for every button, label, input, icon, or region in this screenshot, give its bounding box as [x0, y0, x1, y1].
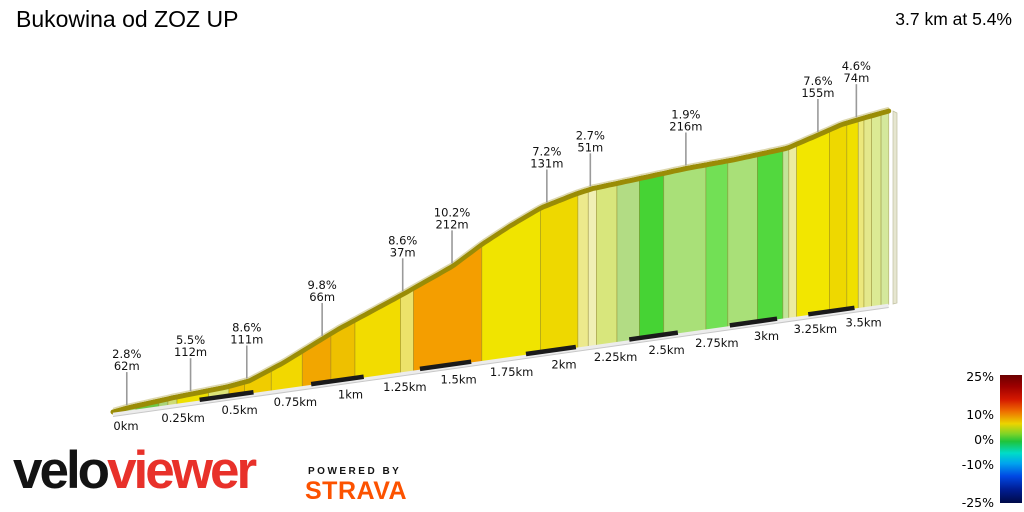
distance-dash — [419, 359, 472, 372]
gradient-segment — [413, 243, 483, 372]
annotation-gradient: 7.2% — [532, 144, 561, 158]
x-tick-label: 2.75km — [695, 336, 738, 350]
profile-end-face — [892, 110, 898, 305]
legend-tick-neg25: -25% — [961, 495, 994, 510]
base-edge — [112, 307, 889, 417]
gradient-segment — [796, 129, 830, 318]
gradient-segment — [540, 192, 579, 354]
distance-dash — [729, 316, 778, 328]
gradient-segment — [616, 178, 640, 344]
gradient-segment — [846, 119, 859, 311]
distance-dash — [525, 344, 577, 357]
x-tick-label: 1km — [338, 387, 363, 401]
annotation-length: 155m — [801, 86, 834, 100]
gradient-segment — [782, 146, 790, 320]
annotation-length: 111m — [230, 333, 263, 347]
gradient-annotation: 8.6%37m — [388, 233, 417, 292]
gradient-annotation: 1.9%216m — [669, 108, 702, 166]
x-tick-label: 2.25km — [594, 350, 637, 364]
climb-summary: 3.7 km at 5.4% — [895, 9, 1012, 29]
annotation-length: 37m — [390, 245, 416, 259]
annotation-gradient: 4.6% — [842, 59, 871, 73]
annotation-gradient: 9.8% — [308, 278, 337, 292]
gradient-segment — [481, 207, 541, 363]
annotation-gradient: 5.5% — [176, 333, 205, 347]
gradient-annotation: 2.8%62m — [112, 347, 141, 406]
gradient-annotation: 10.2%212m — [434, 205, 471, 264]
gradient-segment — [596, 182, 618, 347]
annotation-length: 74m — [843, 71, 869, 85]
x-tick-label: 3km — [754, 329, 779, 343]
gradient-annotation: 9.8%66m — [308, 278, 337, 336]
annotation-length: 212m — [435, 217, 468, 231]
x-tick-label: 3.25km — [794, 322, 837, 336]
x-tick-label: 1.25km — [383, 380, 426, 394]
veloviewer-logo[interactable]: veloviewer — [13, 441, 257, 500]
gradient-annotation: 7.2%131m — [530, 144, 563, 203]
x-tick-label: 2.5km — [649, 343, 685, 357]
gradient-segment — [788, 143, 797, 320]
powered-by-label: POWERED BY — [308, 466, 402, 477]
legend-tick-0: 0% — [974, 432, 994, 447]
base-line — [112, 303, 889, 417]
gradient-segment — [829, 122, 848, 314]
annotation-length: 51m — [577, 140, 603, 154]
gradient-annotation: 5.5%112m — [174, 333, 207, 392]
legend-tick-10: 10% — [966, 407, 994, 422]
annotation-length: 66m — [309, 290, 335, 304]
annotation-gradient: 8.6% — [232, 321, 261, 335]
gradient-segment — [880, 110, 890, 307]
annotation-gradient: 2.8% — [112, 347, 141, 361]
annotation-gradient: 10.2% — [434, 205, 471, 219]
road-top-highlight — [112, 106, 889, 410]
annotation-length: 131m — [530, 156, 563, 170]
x-tick-label: 0.75km — [274, 395, 317, 409]
legend-tick-25: 25% — [966, 369, 994, 384]
x-tick-label: 0.25km — [161, 411, 204, 425]
gradient-segment — [705, 160, 729, 331]
veloviewer-logo-velo: velo — [13, 441, 110, 500]
gradient-segment — [757, 148, 784, 324]
x-tick-label: 1.75km — [490, 365, 533, 379]
gradient-annotation: 4.6%74m — [842, 59, 871, 118]
gradient-segment — [871, 112, 882, 308]
distance-dash — [807, 305, 855, 317]
annotation-length: 112m — [174, 345, 207, 359]
annotation-length: 62m — [114, 359, 140, 373]
gradient-segment — [587, 187, 597, 348]
annotation-gradient: 1.9% — [671, 108, 700, 122]
annotation-gradient: 7.6% — [803, 74, 832, 88]
strava-logo[interactable]: STRAVA — [305, 477, 408, 505]
annotation-gradient: 8.6% — [388, 233, 417, 247]
x-tick-label: 1.5km — [441, 372, 477, 386]
gradient-annotation: 7.6%155m — [801, 74, 834, 132]
distance-dash — [310, 374, 365, 387]
gradient-segment — [663, 164, 707, 337]
x-tick-label: 0.5km — [222, 403, 258, 417]
gradient-annotation: 8.6%111m — [230, 321, 263, 379]
legend-tick-neg10: -10% — [961, 457, 994, 472]
road-top-edge — [110, 108, 892, 415]
gradient-segment — [863, 115, 872, 309]
gradient-segment — [577, 189, 589, 349]
x-tick-label: 0km — [113, 419, 138, 433]
x-tick-label: 3.5km — [846, 315, 882, 329]
gradient-legend-colorbar — [1000, 375, 1022, 503]
distance-dash — [628, 330, 679, 342]
gradient-segment — [400, 287, 414, 374]
veloviewer-logo-viewer: viewer — [107, 441, 257, 500]
gradient-annotation: 2.7%51m — [576, 128, 605, 187]
gradient-segment — [639, 172, 665, 340]
annotation-gradient: 2.7% — [576, 128, 605, 142]
distance-dash — [199, 390, 254, 403]
gradient-segment — [857, 117, 865, 310]
gradient-segment — [727, 154, 758, 328]
x-tick-label: 2km — [551, 357, 576, 371]
annotation-length: 216m — [669, 120, 702, 134]
page-title: Bukowina od ZOZ UP — [16, 6, 239, 32]
